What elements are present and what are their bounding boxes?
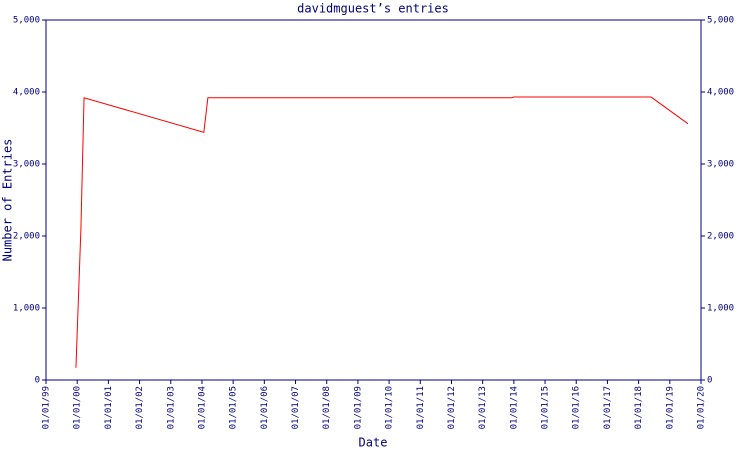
plot-frame <box>45 19 702 381</box>
x-tick-label: 01/01/02 <box>135 386 145 429</box>
x-tick-label: 01/01/99 <box>42 386 52 429</box>
x-tick-label: 01/01/08 <box>322 386 332 429</box>
y2-tick-label: 1,000 <box>707 304 734 314</box>
x-tick-label: 01/01/17 <box>603 386 613 429</box>
y2-tick-label: 2,000 <box>707 232 734 242</box>
x-tick-label: 01/01/13 <box>478 386 488 429</box>
x-tick-label: 01/01/10 <box>385 386 395 429</box>
x-tick-label: 01/01/09 <box>353 386 363 429</box>
y-tick-label: 1,000 <box>13 304 40 314</box>
y2-tick-label: 3,000 <box>707 160 734 170</box>
x-tick-label: 01/01/16 <box>572 386 582 429</box>
x-tick-label: 01/01/18 <box>634 386 644 429</box>
y2-tick-label: 5,000 <box>707 16 734 26</box>
x-tick-label: 01/01/14 <box>509 386 519 429</box>
y2-tick-label: 4,000 <box>707 88 734 98</box>
x-tick-label: 01/01/00 <box>73 386 83 429</box>
x-tick-label: 01/01/04 <box>197 386 207 429</box>
x-tick-label: 01/01/01 <box>104 386 114 429</box>
y-tick-label: 3,000 <box>13 160 40 170</box>
x-tick-label: 01/01/11 <box>416 386 426 429</box>
y2-tick-label: 0 <box>707 376 712 386</box>
data-line <box>75 96 689 368</box>
x-tick-label: 01/01/19 <box>665 386 675 429</box>
y-tick-label: 5,000 <box>13 16 40 26</box>
x-tick-label: 01/01/05 <box>229 386 239 429</box>
x-tick-label: 01/01/12 <box>447 386 457 429</box>
y-tick-label: 0 <box>35 376 40 386</box>
y-tick-label: 4,000 <box>13 88 40 98</box>
y-tick-label: 2,000 <box>13 232 40 242</box>
x-tick-label: 01/01/06 <box>260 386 270 429</box>
x-tick-label: 01/01/15 <box>541 386 551 429</box>
x-axis-label: Date <box>359 436 388 450</box>
y-axis-label: Number of Entries <box>1 139 15 262</box>
x-tick-label: 01/01/20 <box>697 386 707 429</box>
x-tick-label: 01/01/03 <box>166 386 176 429</box>
chart-title: davidmguest’s entries <box>297 2 449 16</box>
x-tick-label: 01/01/07 <box>291 386 301 429</box>
